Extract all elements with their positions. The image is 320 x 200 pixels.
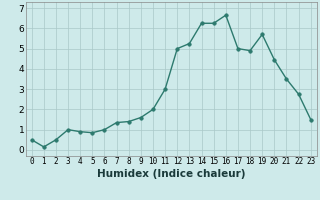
X-axis label: Humidex (Indice chaleur): Humidex (Indice chaleur)	[97, 169, 245, 179]
